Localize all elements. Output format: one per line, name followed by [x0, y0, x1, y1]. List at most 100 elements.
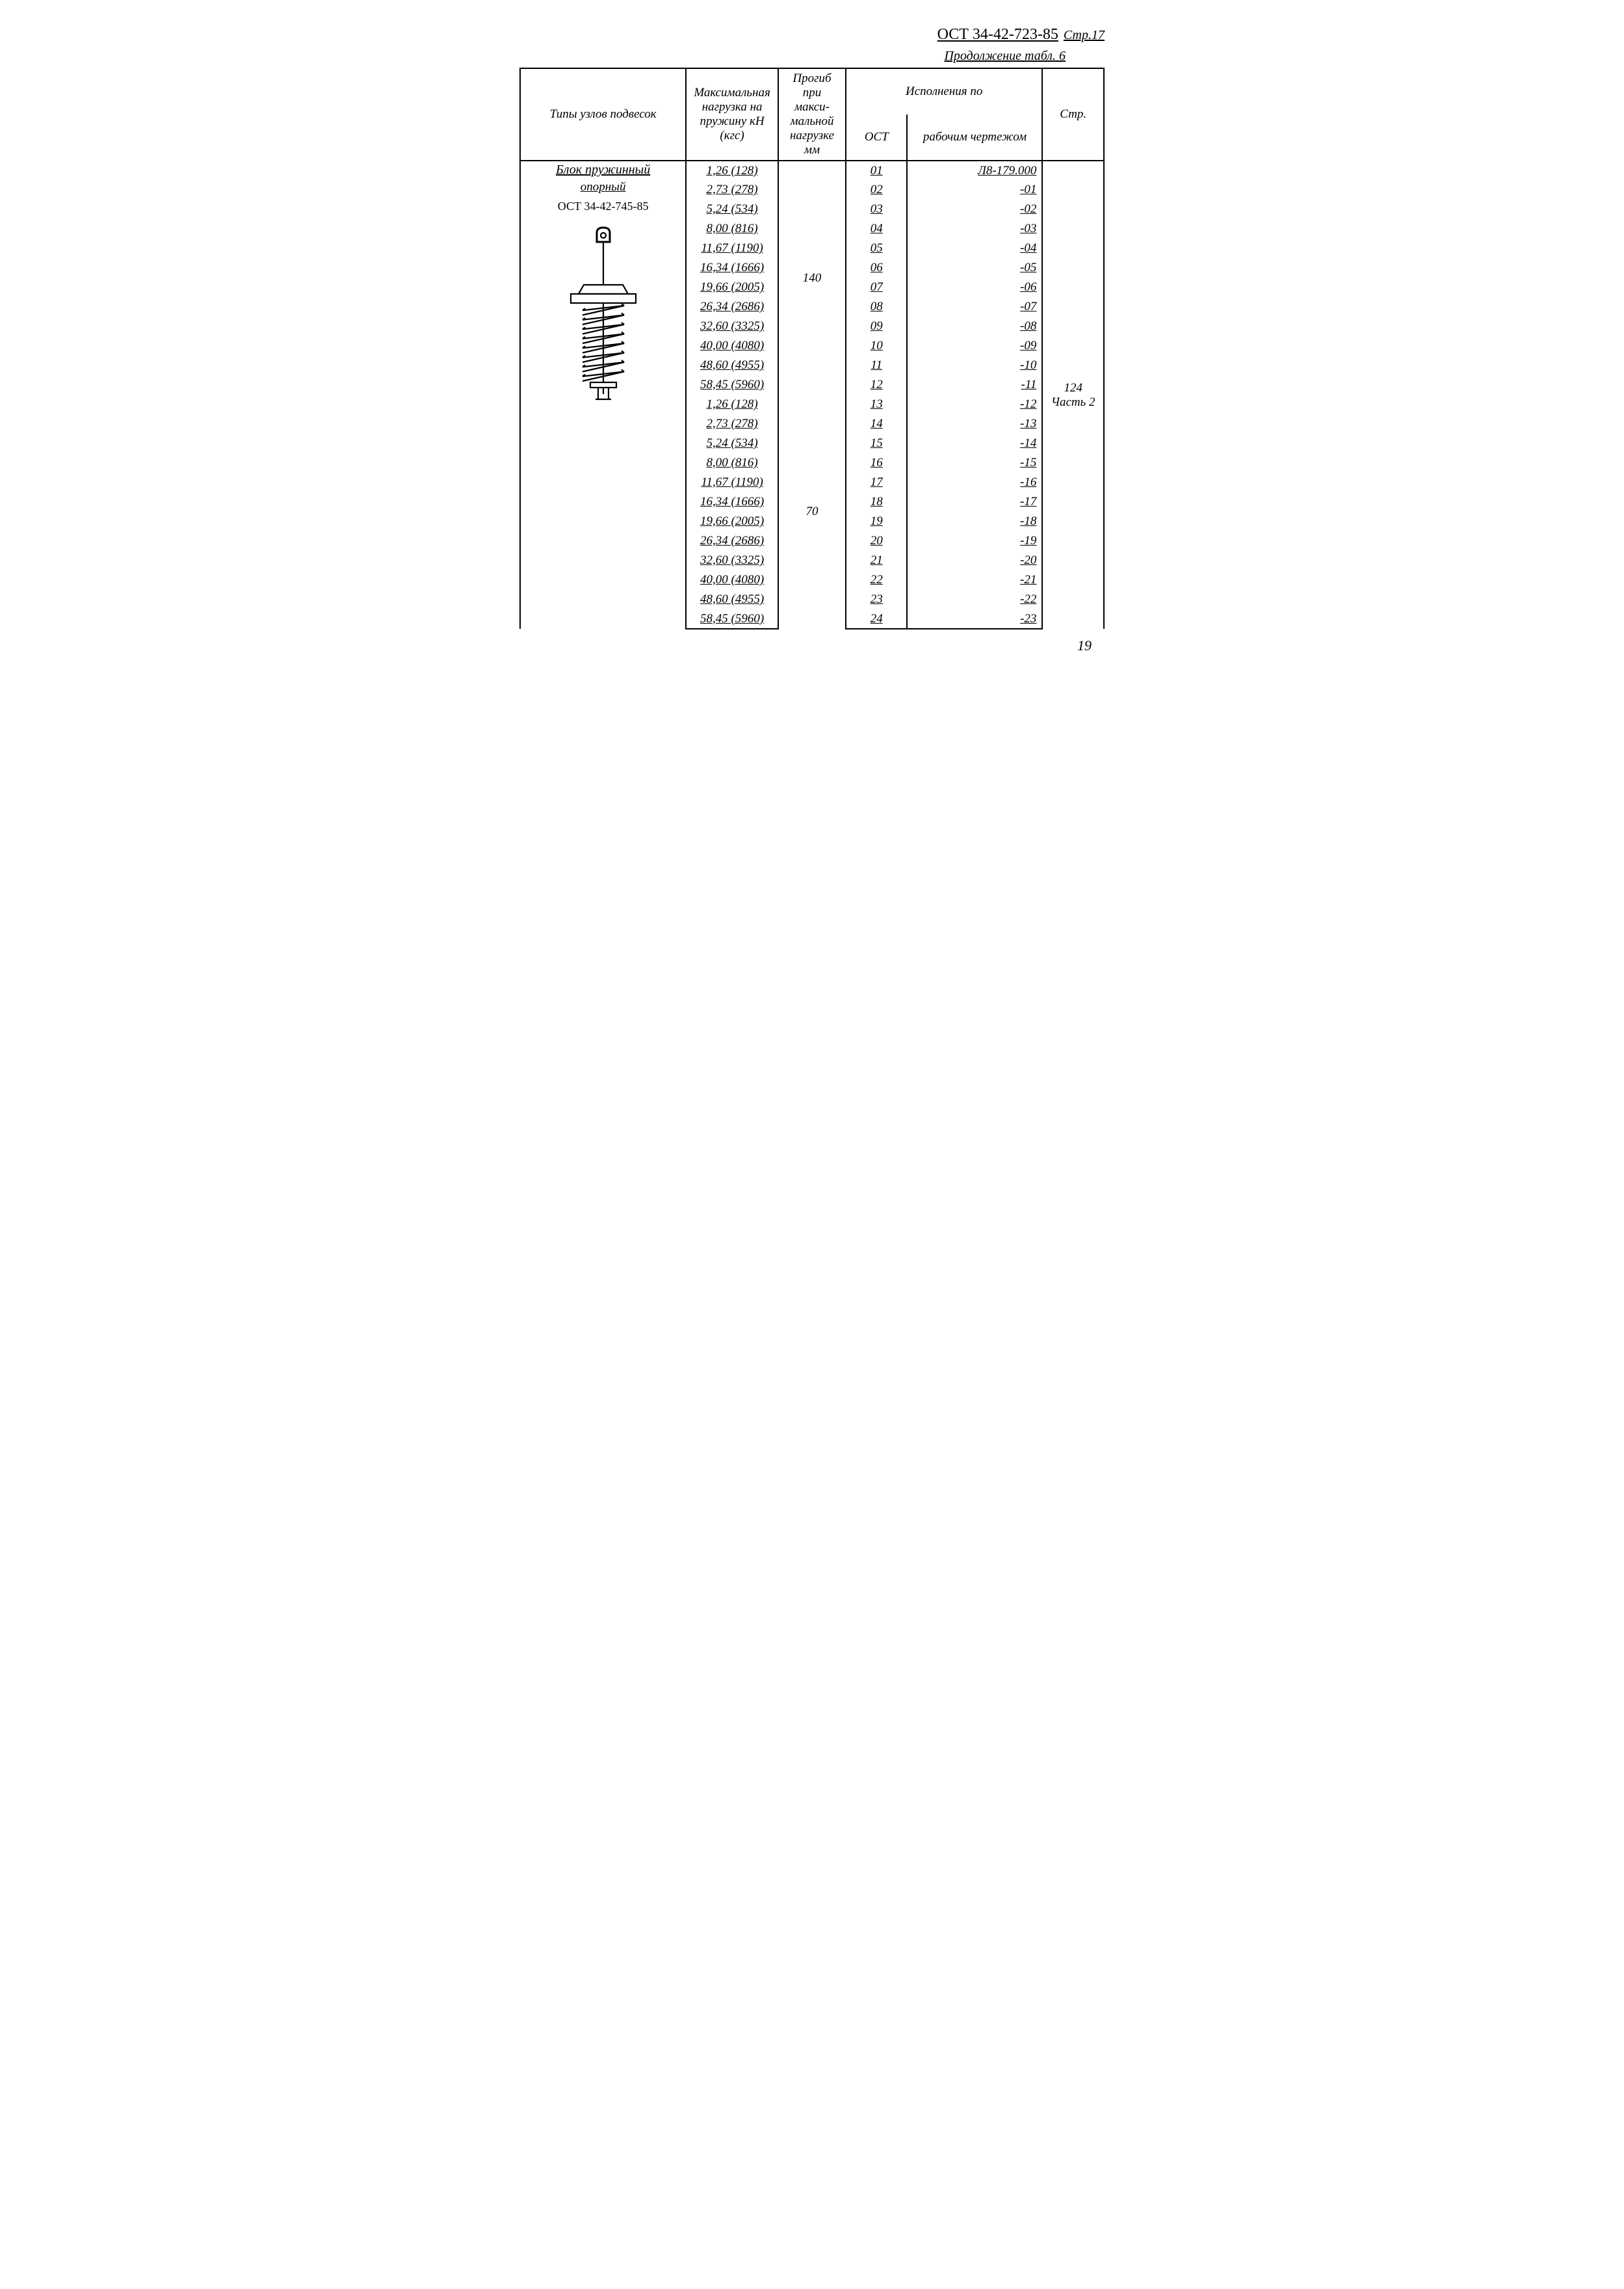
load-cell: 11,67 (1190) — [686, 473, 778, 492]
ost-cell: 13 — [846, 395, 908, 414]
drawing-cell: -21 — [907, 570, 1042, 590]
header-deflection: Прогиб при макси­мальной нагрузке мм — [778, 68, 846, 161]
deflection-cell: 140 — [778, 161, 846, 395]
drawing-cell: -20 — [907, 551, 1042, 570]
ost-cell: 20 — [846, 531, 908, 551]
header-page: Стр. — [1042, 68, 1104, 161]
load-cell: 48,60 (4955) — [686, 590, 778, 609]
load-cell: 40,00 (4080) — [686, 570, 778, 590]
drawing-cell: -17 — [907, 492, 1042, 512]
spec-table: Типы узлов подвесок Максималь­ная нагруз… — [519, 68, 1105, 629]
drawing-cell: -02 — [907, 200, 1042, 219]
drawing-cell: -12 — [907, 395, 1042, 414]
drawing-cell: Л8-179.000 — [907, 161, 1042, 180]
load-cell: 40,00 (4080) — [686, 336, 778, 356]
drawing-cell: -19 — [907, 531, 1042, 551]
ost-cell: 22 — [846, 570, 908, 590]
page-ref-cell: 124 Часть 2 — [1042, 161, 1104, 629]
table-row: Блок пружинный опорный ОСТ 34-42-745-85 … — [520, 161, 1104, 180]
ost-cell: 24 — [846, 609, 908, 629]
type-code: ОСТ 34-42-745-85 — [526, 200, 680, 213]
load-cell: 48,60 (4955) — [686, 356, 778, 375]
ost-cell: 18 — [846, 492, 908, 512]
document-id: ОСТ 34-42-723-85 — [937, 26, 1058, 43]
page-ref-num: 124 — [1048, 381, 1098, 395]
ost-cell: 08 — [846, 297, 908, 317]
ost-cell: 02 — [846, 180, 908, 200]
ost-cell: 15 — [846, 434, 908, 453]
header-types: Типы узлов подвесок — [520, 68, 686, 161]
load-cell: 11,67 (1190) — [686, 239, 778, 258]
drawing-cell: -01 — [907, 180, 1042, 200]
load-cell: 16,34 (1666) — [686, 258, 778, 278]
ost-cell: 03 — [846, 200, 908, 219]
load-cell: 5,24 (534) — [686, 434, 778, 453]
load-cell: 19,66 (2005) — [686, 512, 778, 531]
load-cell: 1,26 (128) — [686, 395, 778, 414]
drawing-cell: -22 — [907, 590, 1042, 609]
document-page-label: Стр.17 — [1064, 28, 1105, 42]
load-cell: 1,26 (128) — [686, 161, 778, 180]
document-container: ОСТ 34-42-723-85 Стр.17 Продолжение табл… — [519, 26, 1105, 654]
page-ref-part: Часть 2 — [1048, 395, 1098, 410]
drawing-cell: -18 — [907, 512, 1042, 531]
drawing-cell: -11 — [907, 375, 1042, 395]
table-continuation: Продолжение табл. 6 — [519, 49, 1105, 64]
header-ost: ОСТ — [846, 114, 908, 161]
load-cell: 2,73 (278) — [686, 414, 778, 434]
load-cell: 2,73 (278) — [686, 180, 778, 200]
ost-cell: 11 — [846, 356, 908, 375]
footer-page-number: 19 — [519, 637, 1105, 654]
spring-diagram-icon — [558, 226, 649, 408]
load-cell: 58,45 (5960) — [686, 609, 778, 629]
ost-cell: 07 — [846, 278, 908, 297]
header-drawing: рабочим чертежом — [907, 114, 1042, 161]
load-cell: 16,34 (1666) — [686, 492, 778, 512]
load-cell: 26,34 (2686) — [686, 297, 778, 317]
type-subtitle: опорный — [526, 180, 680, 194]
drawing-cell: -23 — [907, 609, 1042, 629]
ost-cell: 01 — [846, 161, 908, 180]
drawing-cell: -14 — [907, 434, 1042, 453]
diagram-wrap — [526, 226, 680, 408]
drawing-cell: -03 — [907, 219, 1042, 239]
ost-cell: 05 — [846, 239, 908, 258]
drawing-cell: -13 — [907, 414, 1042, 434]
header-max-load: Максималь­ная нагрузка на пружину кН (кг… — [686, 68, 778, 161]
deflection-cell: 70 — [778, 395, 846, 629]
ost-cell: 04 — [846, 219, 908, 239]
load-cell: 8,00 (816) — [686, 219, 778, 239]
load-cell: 58,45 (5960) — [686, 375, 778, 395]
drawing-cell: -09 — [907, 336, 1042, 356]
ost-cell: 06 — [846, 258, 908, 278]
ost-cell: 09 — [846, 317, 908, 336]
table-body: Блок пружинный опорный ОСТ 34-42-745-85 … — [520, 161, 1104, 629]
ost-cell: 14 — [846, 414, 908, 434]
drawing-cell: -08 — [907, 317, 1042, 336]
ost-cell: 23 — [846, 590, 908, 609]
ost-cell: 12 — [846, 375, 908, 395]
drawing-cell: -16 — [907, 473, 1042, 492]
document-header: ОСТ 34-42-723-85 Стр.17 — [519, 26, 1105, 44]
load-cell: 19,66 (2005) — [686, 278, 778, 297]
drawing-cell: -15 — [907, 453, 1042, 473]
type-title: Блок пружинный — [526, 163, 680, 178]
ost-cell: 17 — [846, 473, 908, 492]
load-cell: 26,34 (2686) — [686, 531, 778, 551]
load-cell: 32,60 (3325) — [686, 317, 778, 336]
ost-cell: 16 — [846, 453, 908, 473]
drawing-cell: -07 — [907, 297, 1042, 317]
table-head: Типы узлов подвесок Максималь­ная нагруз… — [520, 68, 1104, 161]
type-cell: Блок пружинный опорный ОСТ 34-42-745-85 — [520, 161, 686, 629]
header-exec-group: Исполнения по — [846, 68, 1042, 114]
drawing-cell: -04 — [907, 239, 1042, 258]
load-cell: 5,24 (534) — [686, 200, 778, 219]
load-cell: 8,00 (816) — [686, 453, 778, 473]
drawing-cell: -05 — [907, 258, 1042, 278]
ost-cell: 21 — [846, 551, 908, 570]
drawing-cell: -06 — [907, 278, 1042, 297]
ost-cell: 19 — [846, 512, 908, 531]
ost-cell: 10 — [846, 336, 908, 356]
drawing-cell: -10 — [907, 356, 1042, 375]
load-cell: 32,60 (3325) — [686, 551, 778, 570]
